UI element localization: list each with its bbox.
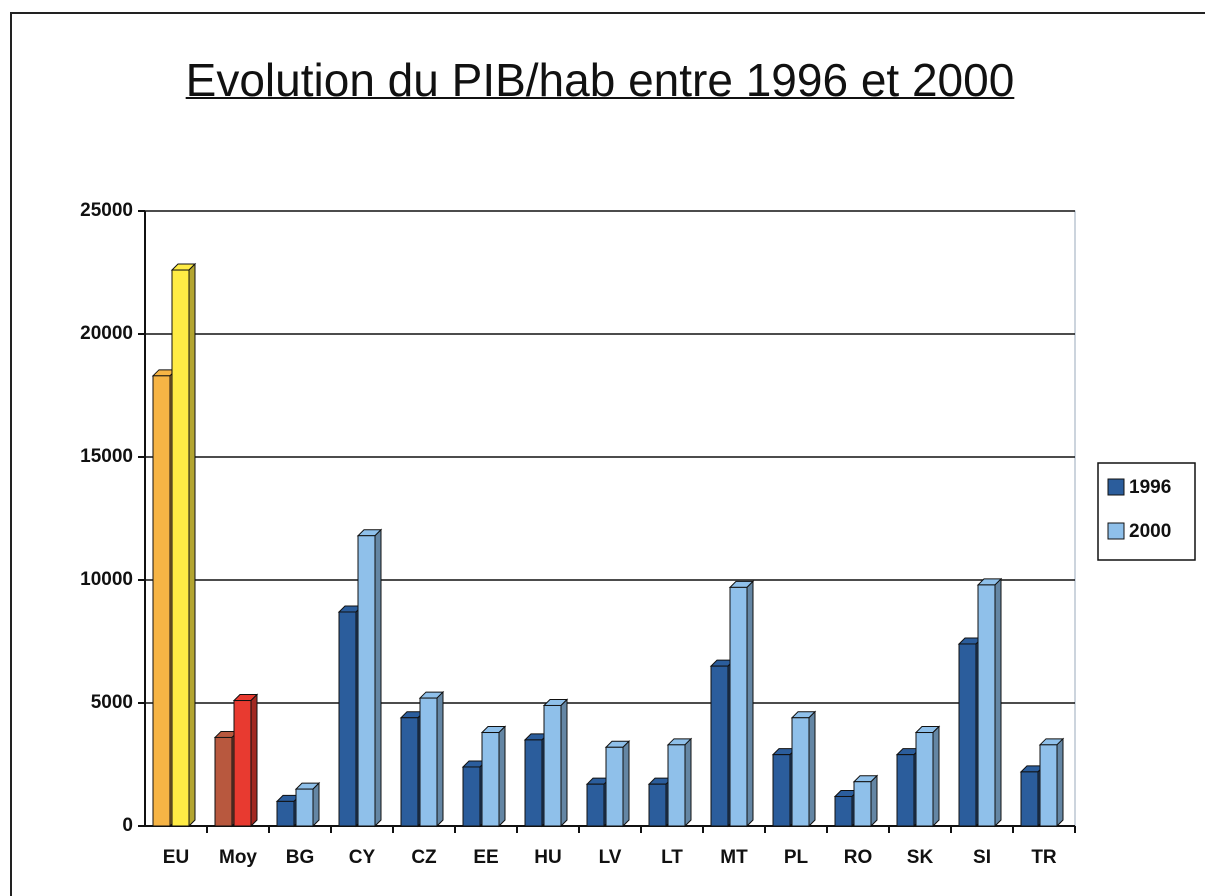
legend-swatch: [1107, 522, 1125, 540]
bar-face: [481, 732, 500, 827]
bar: [294, 781, 321, 828]
bar-face: [710, 665, 729, 827]
bar-face: [462, 766, 481, 827]
bar-face: [684, 737, 692, 828]
bar-face: [1020, 771, 1039, 827]
x-tick-label: TR: [1031, 847, 1057, 868]
bar-face: [853, 781, 872, 827]
bar-face: [896, 754, 915, 827]
bar-face: [374, 528, 382, 828]
legend-label: 1996: [1129, 477, 1171, 498]
x-tick-label: RO: [844, 847, 873, 868]
x-tick-label: MT: [720, 847, 748, 868]
bar-face: [791, 717, 810, 827]
frame: [10, 12, 1205, 896]
bar-face: [276, 800, 295, 827]
bar-face: [436, 690, 444, 828]
bar-face: [870, 774, 878, 828]
x-tick-label: BG: [286, 847, 315, 868]
chart-title: Evolution du PIB/hab entre 1996 et 2000: [185, 54, 1015, 106]
bar-face: [958, 643, 977, 827]
bar: [170, 262, 197, 828]
x-tick-label: SK: [907, 847, 934, 868]
y-tick-label: 10000: [80, 569, 133, 590]
bar-face: [188, 262, 196, 828]
legend-label: 2000: [1129, 521, 1171, 542]
bar: [852, 774, 879, 828]
y-tick-label: 20000: [80, 323, 133, 344]
legend-swatch: [1107, 478, 1125, 496]
y-tick-label: 15000: [80, 446, 133, 467]
y-tick-label: 5000: [91, 692, 133, 713]
bar-face: [648, 783, 667, 827]
x-tick-label: PL: [784, 847, 809, 868]
x-tick-label: CZ: [411, 847, 437, 868]
bar-face: [214, 736, 233, 827]
plot-area: [144, 210, 1076, 827]
bar: [790, 710, 817, 828]
bar-face: [152, 375, 171, 827]
bar-face: [543, 704, 562, 827]
bar: [604, 740, 631, 828]
bar: [542, 698, 569, 828]
bar: [480, 725, 507, 828]
bar-face: [419, 697, 438, 827]
bar: [1038, 737, 1065, 828]
x-tick-label: CY: [349, 847, 376, 868]
y-tick-label: 0: [122, 815, 133, 836]
bar-face: [932, 725, 940, 828]
bar-face: [915, 732, 934, 827]
bar: [232, 693, 259, 828]
bar: [666, 737, 693, 828]
bar-face: [1056, 737, 1064, 828]
x-tick-label: EE: [473, 847, 498, 868]
bar: [418, 690, 445, 828]
bar-face: [622, 740, 630, 828]
bar-face: [586, 783, 605, 827]
bar-face: [338, 611, 357, 827]
bar-face: [357, 535, 376, 827]
bar-face: [171, 269, 190, 827]
bar-face: [560, 698, 568, 828]
y-tick-label: 25000: [80, 200, 133, 221]
bar-face: [312, 781, 320, 828]
bar: [914, 725, 941, 828]
bar-face: [746, 580, 754, 828]
bar-face: [834, 795, 853, 827]
x-tick-label: EU: [163, 847, 189, 868]
x-tick-label: LV: [599, 847, 622, 868]
bar-face: [994, 577, 1002, 828]
bar-face: [1039, 744, 1058, 827]
x-tick-label: Moy: [219, 847, 257, 868]
bar: [356, 528, 383, 828]
bar-face: [977, 584, 996, 827]
bar-face: [667, 744, 686, 827]
bar: [728, 580, 755, 828]
bar-face: [808, 710, 816, 828]
bar-face: [233, 700, 252, 827]
bar-face: [772, 754, 791, 827]
x-tick-label: SI: [973, 847, 991, 868]
bar-face: [250, 693, 258, 828]
x-tick-label: HU: [534, 847, 561, 868]
x-tick-label: LT: [661, 847, 683, 868]
bar-face: [295, 788, 314, 827]
bar: [976, 577, 1003, 828]
bar-face: [400, 717, 419, 827]
bar-face: [498, 725, 506, 828]
bar-face: [524, 739, 543, 827]
bar-face: [729, 586, 748, 827]
bar-face: [605, 746, 624, 827]
